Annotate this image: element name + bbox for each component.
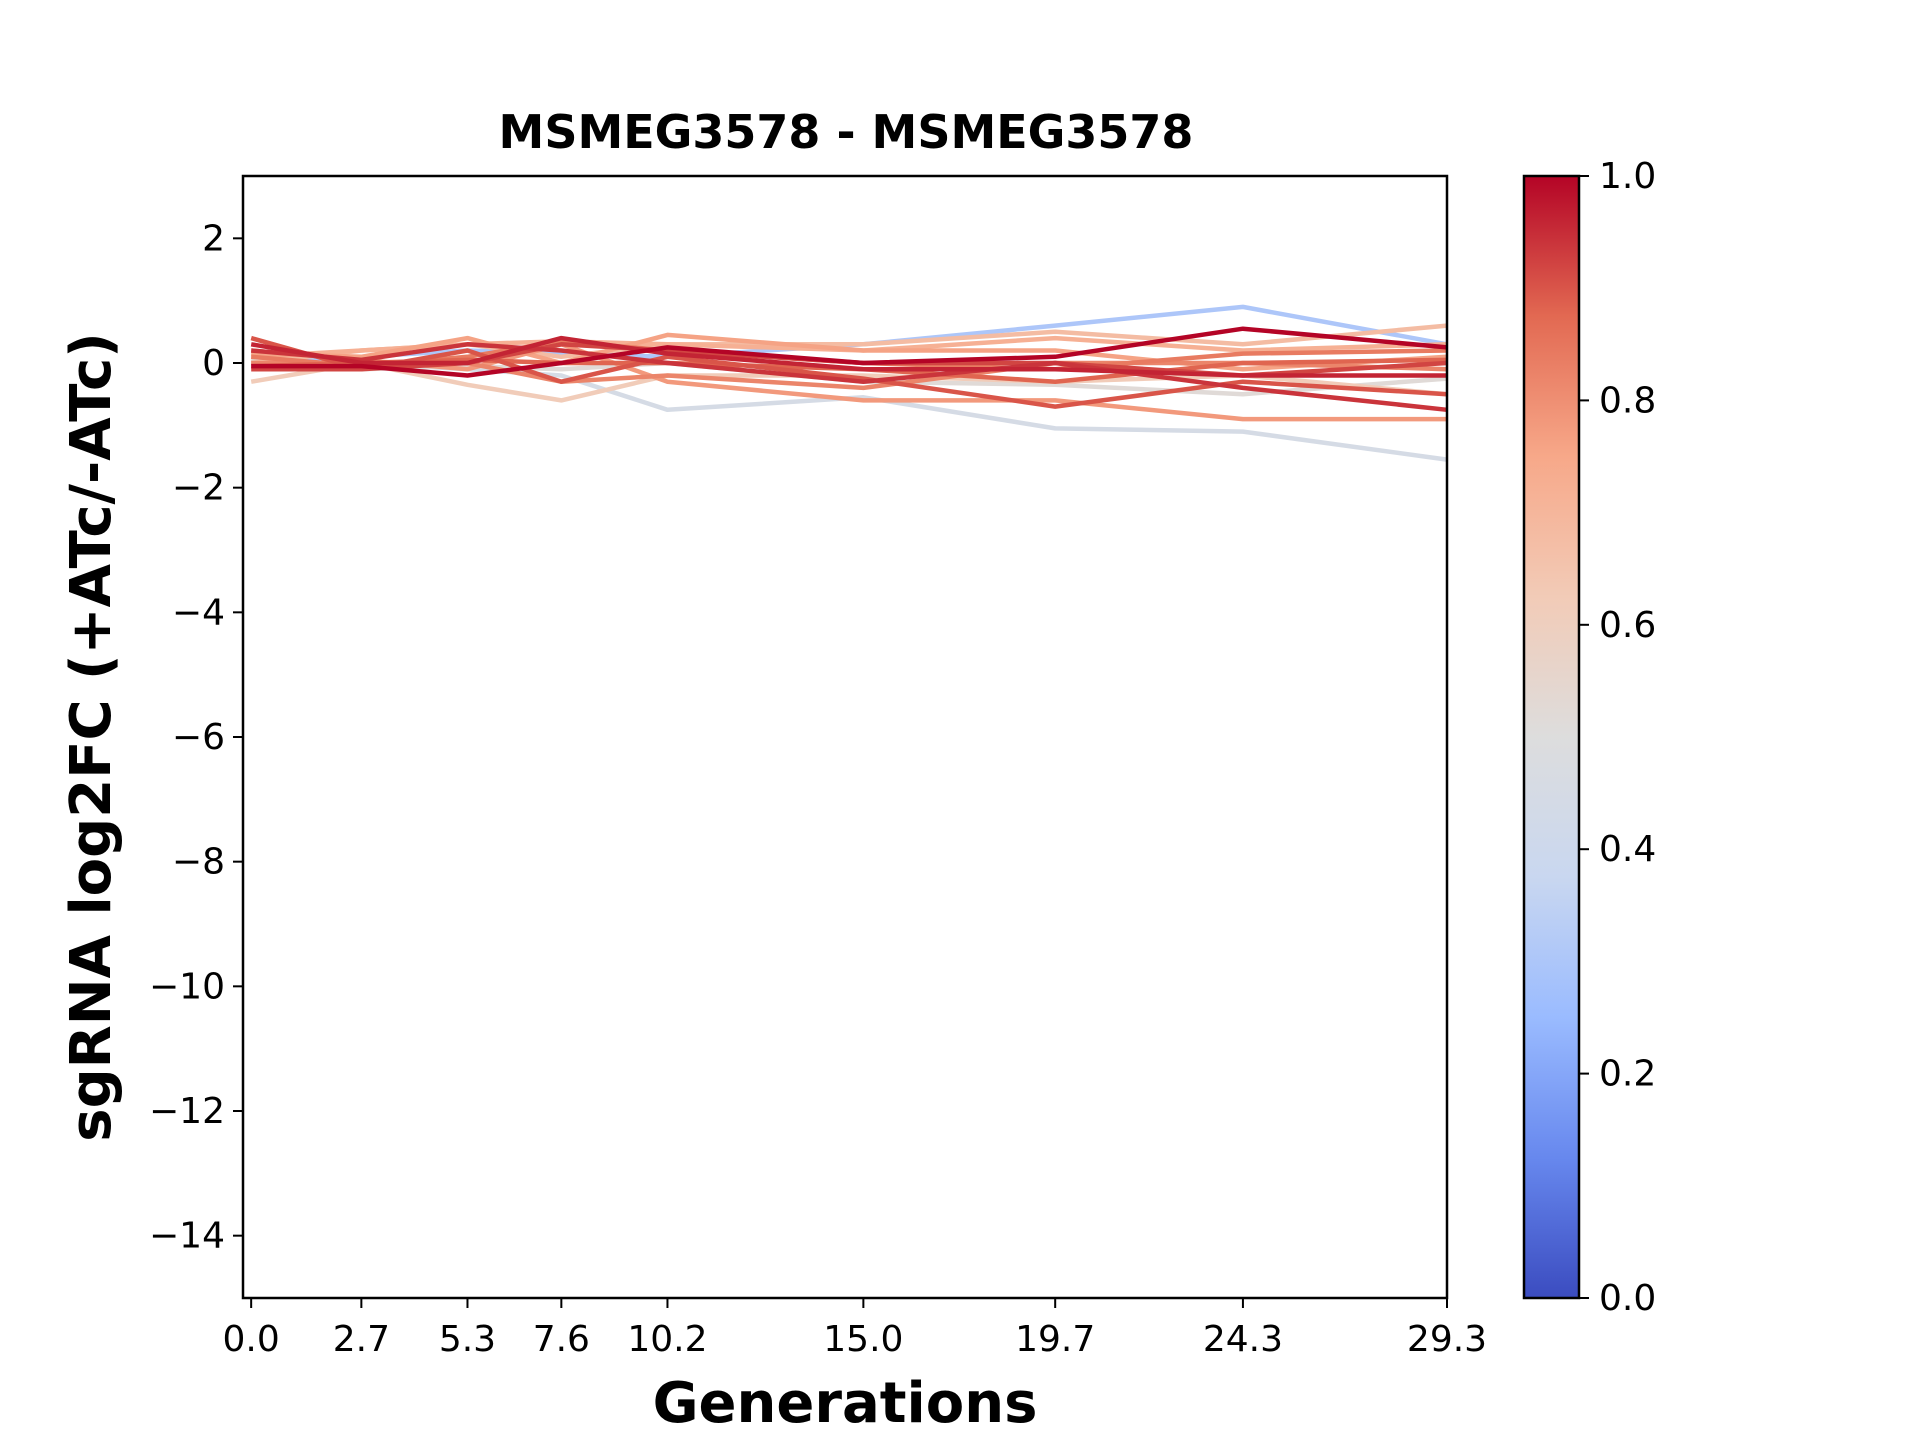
x-tick-label: 7.6: [533, 1319, 590, 1360]
y-tick-label: −2: [172, 468, 225, 509]
y-tick-label: −14: [149, 1216, 225, 1257]
y-axis: 2 0 −2 −4 −6 −8 −10 −12 −14: [149, 218, 243, 1257]
x-tick-label: 5.3: [439, 1319, 496, 1360]
x-tick-label: 10.2: [627, 1319, 707, 1360]
colorbar: [1522, 174, 1581, 1300]
x-axis-label: Generations: [653, 1371, 1038, 1436]
colorbar-tick-label: 0.8: [1599, 380, 1656, 421]
series-line-16: [251, 326, 1448, 378]
colorbar-tick-label: 0.6: [1599, 605, 1656, 646]
colorbar-tick-label: 0.2: [1599, 1054, 1656, 1095]
x-tick-label: 19.7: [1015, 1319, 1095, 1360]
y-tick-label: 2: [202, 218, 225, 259]
colorbar-tick-label: 0.4: [1599, 829, 1656, 870]
series-line-15: [250, 335, 1447, 378]
series-layer: [250, 304, 1448, 462]
y-tick-label: −4: [172, 592, 225, 633]
colorbar-axis: 0.0 0.2 0.4 0.6 0.8 1.0: [1579, 156, 1656, 1319]
x-tick-label: 0.0: [223, 1319, 280, 1360]
x-tick-label: 2.7: [333, 1319, 390, 1360]
x-tick-label: 24.3: [1203, 1319, 1283, 1360]
y-tick-label: −12: [149, 1091, 225, 1132]
colorbar-tick-label: 1.0: [1599, 156, 1656, 197]
x-axis: 0.0 2.7 5.3 7.6 10.2 15.0 19.7 24.3 29.3: [223, 1298, 1487, 1360]
y-tick-label: 0: [202, 343, 225, 384]
x-tick-label: 15.0: [823, 1319, 903, 1360]
y-tick-label: −6: [172, 717, 225, 758]
y-tick-label: −10: [149, 966, 225, 1007]
colorbar-tick-label: 0.0: [1599, 1278, 1656, 1319]
x-tick-label: 29.3: [1407, 1319, 1487, 1360]
series-line-14: [251, 342, 1448, 413]
y-tick-label: −8: [172, 842, 225, 883]
y-axis-label: sgRNA log2FC (+ATc/-ATc): [59, 332, 124, 1142]
chart-title: MSMEG3578 - MSMEG3578: [499, 105, 1194, 159]
